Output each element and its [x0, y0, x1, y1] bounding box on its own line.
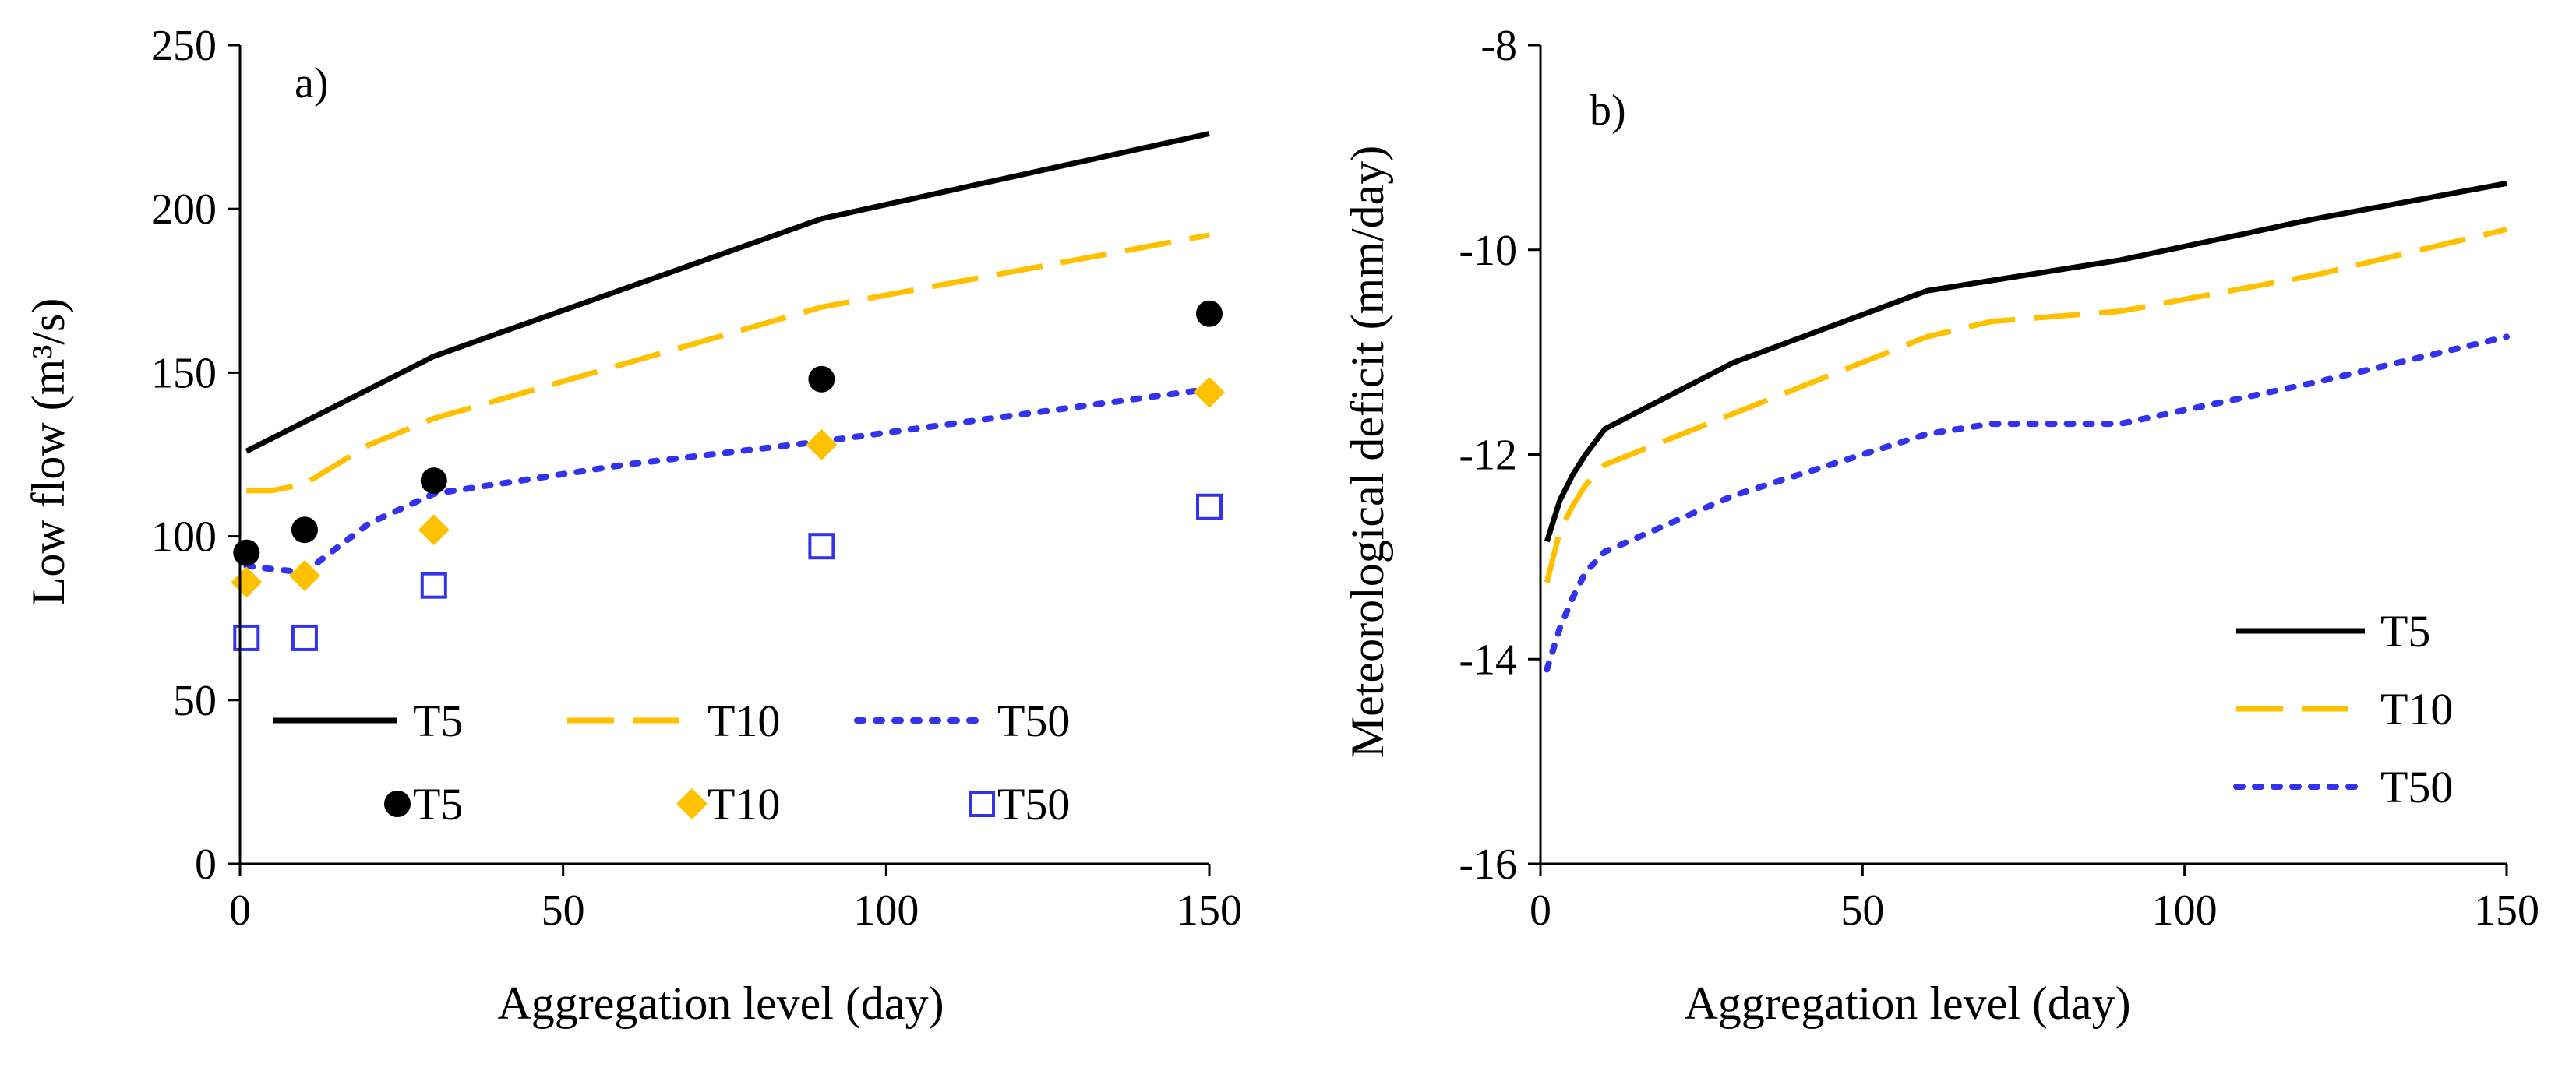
panel-b-x-tick-label: 50 — [1840, 886, 1884, 935]
panel-a-marker-t50 — [420, 572, 447, 599]
legend-label-t10: T10 — [2380, 684, 2453, 735]
panel-a-marker-t10 — [1194, 376, 1225, 408]
panel-a-tick-labels: 0 50 100 150 200 250 0 50 100 150 — [151, 22, 1242, 935]
panel-b-line-t5 — [1544, 180, 2507, 543]
panel-b-y-tick-label: -14 — [1459, 636, 1517, 684]
panel-b-label: b) — [1590, 86, 1626, 135]
panel-b-chart: -16 -14 -12 -10 -8 0 50 100 150 b) Aggregation l… — [1342, 22, 2539, 1029]
panel-a-legend: T5 T10 T50 T5 T10 T50 — [273, 696, 1070, 830]
legend-label-t5: T5 — [413, 696, 463, 746]
panel-a-y-tick-label: 200 — [151, 185, 217, 234]
panel-a-marker-t5 — [291, 516, 318, 544]
panel-b-x-tick-label: 100 — [2152, 886, 2218, 935]
legend-label-t5: T5 — [2380, 606, 2430, 657]
panel-a-line-t5 — [245, 131, 1210, 454]
panel-b-y-tick-label: -16 — [1459, 840, 1517, 889]
panel-b-axes — [1528, 44, 2508, 876]
panel-a-y-axis-title: Low flow (m³/s) — [23, 298, 74, 606]
panel-a-chart: 0 50 100 150 200 250 0 50 100 150 a) Aggregation … — [23, 22, 1242, 1029]
panel-a-marker-t10 — [806, 428, 838, 460]
panel-a-marker-t5 — [808, 365, 835, 393]
panel-a-marker-t5 — [233, 539, 260, 566]
panel-b-line-t10 — [1544, 227, 2507, 583]
panel-a-marker-t5 — [1196, 300, 1223, 327]
panel-a-series-markers — [231, 300, 1225, 651]
legend-sample-marker-t5 — [384, 791, 411, 817]
panel-a-label: a) — [295, 59, 329, 107]
panel-b-x-axis-title: Aggregation level (day) — [1684, 978, 2130, 1029]
panel-a-marker-t5 — [420, 467, 447, 495]
panel-b-x-tick-label: 0 — [1530, 886, 1551, 935]
panel-b-y-tick-label: -12 — [1459, 432, 1517, 480]
panel-a-y-tick-label: 250 — [151, 22, 217, 70]
panel-a-y-tick-label: 100 — [151, 513, 217, 562]
panel-a-series-lines — [243, 131, 1212, 576]
panel-a-x-tick-label: 100 — [853, 886, 919, 935]
panel-a-x-tick-label: 150 — [1177, 886, 1242, 935]
panel-a-marker-t10 — [288, 560, 320, 592]
panel-a-marker-t50 — [291, 624, 318, 651]
legend-sample-marker-t50 — [969, 791, 995, 817]
panel-a-x-tick-label: 50 — [542, 886, 585, 935]
panel-a-line-t10 — [246, 232, 1210, 494]
legend-sample-marker-t10 — [676, 788, 708, 819]
panel-b-tick-labels: -16 -14 -12 -10 -8 0 50 100 150 — [1459, 22, 2539, 935]
panel-b-x-tick-label: 150 — [2474, 886, 2539, 935]
legend-label-t50: T50 — [997, 779, 1070, 830]
legend-label-t10: T10 — [708, 779, 780, 830]
panel-b-line-t50 — [1544, 333, 2510, 673]
legend-label-t50: T50 — [2380, 762, 2453, 812]
panel-b-legend: T5 T10 T50 — [2233, 606, 2453, 812]
legend-label-t50: T50 — [997, 696, 1070, 746]
panel-a-y-tick-label: 150 — [151, 349, 217, 397]
legend-label-t10: T10 — [708, 696, 780, 746]
panel-a-y-tick-label: 50 — [173, 677, 217, 725]
panel-a-line-t50 — [243, 386, 1212, 576]
panel-a-x-tick-label: 0 — [229, 886, 251, 935]
panel-a-marker-t50 — [808, 533, 835, 560]
panel-b-series-lines — [1544, 180, 2510, 673]
panel-a-x-axis-title: Aggregation level (day) — [497, 978, 944, 1029]
panel-b-y-tick-label: -8 — [1480, 22, 1517, 70]
panel-a-marker-t10 — [418, 514, 450, 546]
panel-a-marker-t50 — [1196, 493, 1223, 520]
panel-b-y-axis-title: Meteorological deficit (mm/day) — [1342, 146, 1393, 758]
panel-a-axes — [228, 44, 1211, 876]
panel-a-marker-t10 — [231, 566, 263, 598]
panel-b-y-tick-label: -10 — [1459, 227, 1517, 275]
panel-a-y-tick-label: 0 — [195, 840, 217, 889]
panel-a-marker-t50 — [233, 624, 260, 651]
legend-label-t5: T5 — [413, 779, 463, 830]
